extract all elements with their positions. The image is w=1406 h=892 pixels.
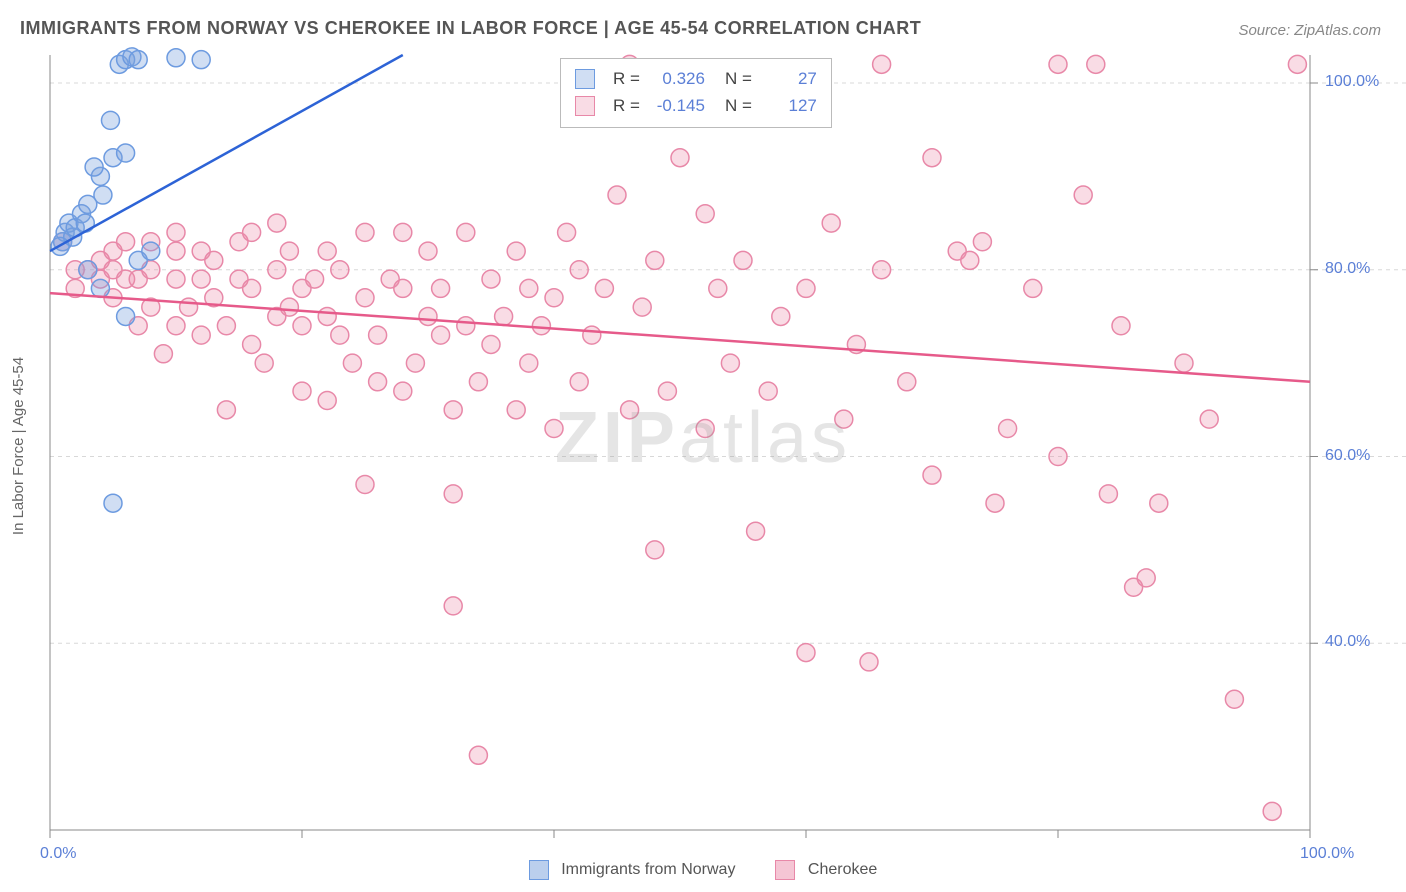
bottom-legend: Immigrants from Norway Cherokee	[0, 860, 1406, 880]
legend-swatch-1b	[529, 860, 549, 880]
legend-swatch-2	[575, 96, 595, 116]
r-value-1: 0.326	[650, 65, 705, 92]
n-value-2: 127	[762, 92, 817, 119]
axis-tick-label: 100.0%	[1325, 73, 1379, 91]
legend-item-1: Immigrants from Norway	[529, 860, 736, 880]
n-label: N =	[725, 92, 752, 119]
chart-container: IMMIGRANTS FROM NORWAY VS CHEROKEE IN LA…	[0, 0, 1406, 892]
n-value-1: 27	[762, 65, 817, 92]
axis-tick-label: 0.0%	[40, 845, 76, 863]
stats-row-series-1: R = 0.326 N = 27	[575, 65, 817, 92]
legend-item-2: Cherokee	[775, 860, 877, 880]
legend-label-1: Immigrants from Norway	[561, 861, 735, 878]
r-value-2: -0.145	[650, 92, 705, 119]
axis-tick-label: 80.0%	[1325, 260, 1370, 278]
legend-swatch-2b	[775, 860, 795, 880]
axis-tick-label: 60.0%	[1325, 447, 1370, 465]
r-label: R =	[613, 65, 640, 92]
r-label: R =	[613, 92, 640, 119]
axis-tick-label: 40.0%	[1325, 633, 1370, 651]
n-label: N =	[725, 65, 752, 92]
scatter-chart	[0, 0, 1406, 892]
stats-legend-box: R = 0.326 N = 27 R = -0.145 N = 127	[560, 58, 832, 128]
legend-label-2: Cherokee	[808, 861, 877, 878]
axis-tick-label: 100.0%	[1300, 845, 1354, 863]
legend-swatch-1	[575, 69, 595, 89]
stats-row-series-2: R = -0.145 N = 127	[575, 92, 817, 119]
